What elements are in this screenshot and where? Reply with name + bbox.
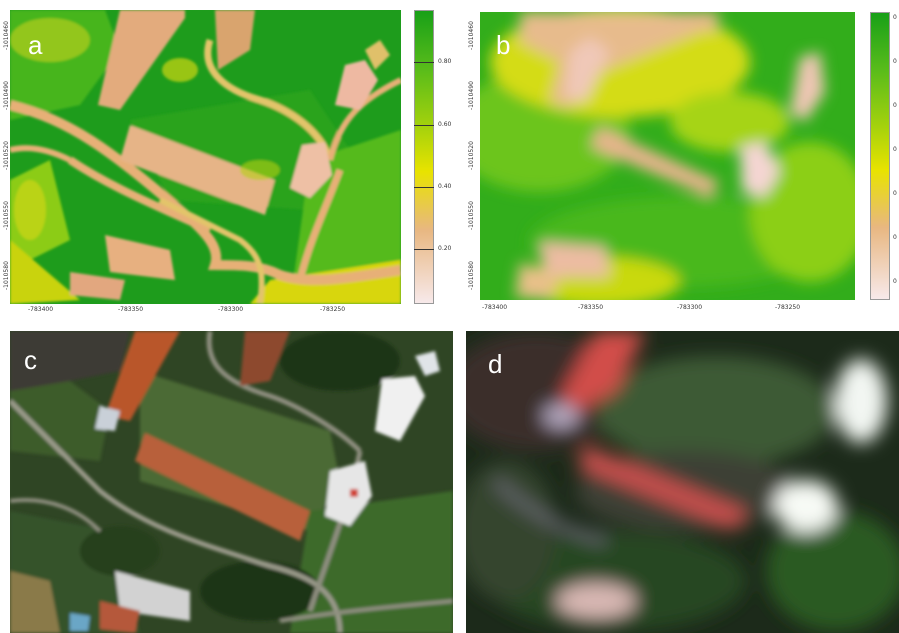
panel-a-y-tick: -1010550 <box>3 201 10 230</box>
panel-a-y-tick: -1010460 <box>3 21 10 50</box>
panel-b-y-tick: -1010490 <box>468 81 475 110</box>
panel-d-satellite-image: d <box>466 331 899 633</box>
panel-b-y-tick: -1010460 <box>468 21 475 50</box>
panel-a-x-tick: -783300 <box>218 306 244 313</box>
panel-b-colorbar-label: 0 <box>893 278 897 285</box>
panel-b-y-tick: -1010550 <box>468 201 475 230</box>
panel-a-raster <box>10 10 401 304</box>
panel-b-label: b <box>496 30 511 60</box>
panel-a-colorbar-tick-mark <box>414 187 434 188</box>
panel-a-colorbar-tick-mark <box>414 249 434 250</box>
panel-a-colorbar-label: 0.20 <box>438 245 452 252</box>
panel-a-colorbar-label: 0.60 <box>438 121 452 128</box>
panel-a-x-tick: -783250 <box>320 306 346 313</box>
panel-c-aerial-photo: c <box>10 331 453 633</box>
panel-a-colorbar-label: 0.40 <box>438 183 452 190</box>
panel-b-colorbar-label: 0 <box>893 234 897 241</box>
panel-d-image <box>466 331 899 633</box>
panel-a-label: a <box>28 30 43 60</box>
panel-a-y-tick: -1010490 <box>3 81 10 110</box>
panel-b-colorbar-label: 0 <box>893 102 897 109</box>
panel-b-x-tick: -783300 <box>677 304 703 311</box>
panel-b-y-tick: -1010520 <box>468 141 475 170</box>
panel-a-colorbar <box>414 10 434 304</box>
panel-a-y-tick: -1010580 <box>3 261 10 290</box>
panel-b-colorbar-label: 0 <box>893 146 897 153</box>
panel-a-x-tick: -783400 <box>28 306 54 313</box>
panel-a-colorbar-tick-mark <box>414 62 434 63</box>
panel-a-colorbar-tick-mark <box>414 125 434 126</box>
panel-c-label: c <box>24 345 37 375</box>
panel-b-x-tick: -783350 <box>578 304 604 311</box>
panel-a-map: a <box>10 10 401 304</box>
panel-a-x-tick: -783350 <box>118 306 144 313</box>
panel-b-colorbar <box>870 12 890 300</box>
panel-b-colorbar-label: 0 <box>893 14 897 21</box>
panel-b-x-tick: -783400 <box>482 304 508 311</box>
panel-b-raster <box>480 12 855 300</box>
panel-b-map: b <box>480 12 855 300</box>
panel-a-y-tick: -1010520 <box>3 141 10 170</box>
panel-b-colorbar-label: 0 <box>893 190 897 197</box>
panel-b-colorbar-label: 0 <box>893 58 897 65</box>
panel-d-label: d <box>488 349 503 379</box>
panel-b-x-tick: -783250 <box>775 304 801 311</box>
panel-b-y-tick: -1010580 <box>468 261 475 290</box>
panel-a-colorbar-label: 0.80 <box>438 58 452 65</box>
panel-c-image <box>10 331 453 633</box>
